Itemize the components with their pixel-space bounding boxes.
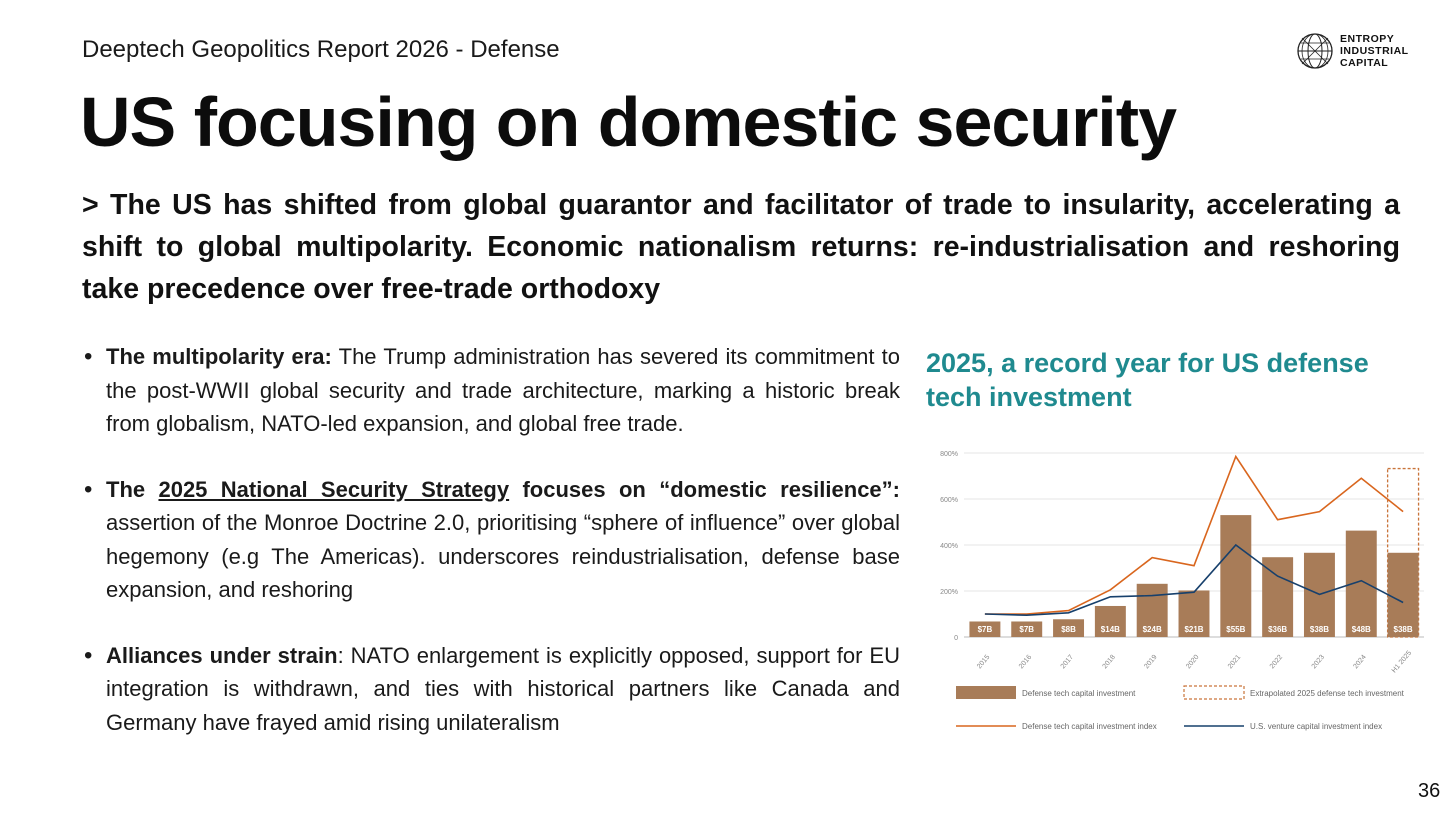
bar-label: $21B <box>1184 625 1203 634</box>
bullet-multipolarity: The multipolarity era: The Trump adminis… <box>82 340 900 441</box>
legend-label: U.S. venture capital investment index <box>1250 722 1382 731</box>
company-logo: ENTROPY INDUSTRIAL CAPITAL <box>1296 32 1409 70</box>
y-tick-label: 200% <box>940 589 958 596</box>
bar <box>1387 552 1419 637</box>
bar-label: $36B <box>1268 625 1287 634</box>
bar <box>1053 619 1085 637</box>
x-axis-labels: 2015 2016 2017 2018 2019 2020 2021 2022 2023 2024… <box>976 650 1413 675</box>
bar <box>969 621 1001 637</box>
nss-link[interactable]: 2025 National Security Strategy <box>158 476 510 502</box>
bullet-nss-prefix: The <box>106 476 159 502</box>
x-tick-label: 2016 <box>1018 654 1033 671</box>
page-title: US focusing on domestic security <box>80 83 1177 161</box>
bullet-nss-suffix: focuses on “domestic resilience”: <box>509 476 900 502</box>
bar <box>1262 557 1294 637</box>
legend-label: Defense tech capital investment index <box>1022 722 1157 731</box>
bar-label: $14B <box>1101 625 1120 634</box>
bar-label: $7B <box>1019 625 1034 634</box>
x-tick-label: 2022 <box>1269 654 1284 671</box>
x-tick-label: H1 2025 <box>1391 650 1413 675</box>
bar-label: $55B <box>1226 625 1245 634</box>
bar-label: $7B <box>978 625 993 634</box>
x-tick-label: 2019 <box>1143 654 1158 671</box>
bullet-list: The multipolarity era: The Trump adminis… <box>82 340 900 771</box>
bullet-alliances: Alliances under strain: NATO enlargement… <box>82 639 900 740</box>
bullet-nss: The 2025 National Security Strategy focu… <box>82 473 900 607</box>
y-tick-label: 600% <box>940 497 958 504</box>
logo-line-2: INDUSTRIAL <box>1340 45 1409 57</box>
us-vc-index-line <box>984 543 1404 617</box>
bar-label: $38B <box>1310 625 1329 634</box>
legend-label: Defense tech capital investment <box>1022 689 1136 698</box>
chart-legend: Defense tech capital investment Extrapola… <box>956 685 1405 731</box>
x-tick-label: 2020 <box>1185 654 1200 671</box>
y-axis-ticks: 0 200% 400% 600% 800% <box>940 451 958 642</box>
bar-label: $38B <box>1394 625 1413 634</box>
globe-icon <box>1297 33 1333 69</box>
x-tick-label: 2023 <box>1311 654 1326 671</box>
lead-paragraph: > The US has shifted from global guarant… <box>82 189 1400 305</box>
bullet-multipolarity-text: The Trump administration has severed its… <box>106 344 900 436</box>
bar <box>1094 605 1126 637</box>
logo-line-3: CAPITAL <box>1340 57 1389 69</box>
y-tick-label: 0 <box>954 635 958 642</box>
logo-line-1: ENTROPY <box>1340 33 1395 45</box>
bar <box>1220 515 1252 637</box>
x-tick-label: 2024 <box>1352 654 1367 671</box>
x-tick-label: 2015 <box>976 654 991 671</box>
x-tick-label: 2018 <box>1102 654 1117 671</box>
defense-tech-index-line <box>984 454 1404 615</box>
bar <box>1136 583 1168 637</box>
bar-value-labels: $7B $7B $8B $14B $24B $21B $55B $36B $38B $48B $38… <box>978 625 1413 634</box>
y-tick-label: 800% <box>940 451 958 458</box>
bullet-multipolarity-heading: The multipolarity era: <box>106 344 332 369</box>
bar-series <box>969 515 1419 637</box>
bullet-alliances-text: : NATO enlargement is explicitly opposed… <box>106 642 900 735</box>
bar <box>1011 621 1043 637</box>
page-number: 36 <box>1418 780 1441 802</box>
bullet-nss-text: assertion of the Monroe Doctrine 2.0, pr… <box>106 510 900 602</box>
x-tick-label: 2021 <box>1227 654 1242 671</box>
bar-label: $24B <box>1143 625 1162 634</box>
report-label: Deeptech Geopolitics Report 2026 - Defen… <box>82 36 560 63</box>
bar-label: $8B <box>1061 625 1076 634</box>
x-tick-label: 2017 <box>1060 654 1075 671</box>
legend-label: Extrapolated 2025 defense tech investmen… <box>1250 689 1405 698</box>
y-tick-label: 400% <box>940 543 958 550</box>
chart-title: 2025, a record year for US defense tech … <box>926 348 1369 412</box>
legend-bar-swatch <box>956 686 1016 699</box>
bar-label: $48B <box>1352 625 1371 634</box>
bullet-alliances-heading: Alliances under strain <box>106 642 338 668</box>
legend-dashed-swatch <box>1183 685 1245 700</box>
bar <box>1178 590 1210 637</box>
